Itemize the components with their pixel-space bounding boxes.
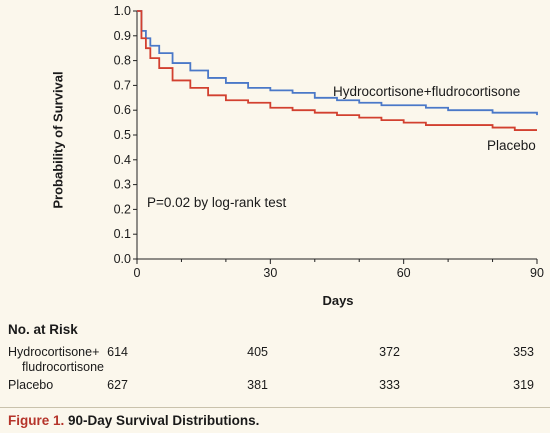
risk-value: 333 <box>379 378 400 392</box>
risk-value: 353 <box>513 345 534 359</box>
y-tick-label: 0.3 <box>114 178 131 192</box>
risk-value: 372 <box>379 345 400 359</box>
chart-axes: 0.0 0.1 0.2 0.3 0.4 0.5 0.6 0.7 0.8 0.9 1.0 0 30 60 90 <box>114 4 544 280</box>
risk-table-title: No. at Risk <box>8 322 78 337</box>
y-tick-label: 0.0 <box>114 252 131 266</box>
p-value-annotation: P=0.02 by log-rank test <box>147 195 287 210</box>
survival-chart: 0.0 0.1 0.2 0.3 0.4 0.5 0.6 0.7 0.8 0.9 1.0 0 30 60 90 <box>114 4 544 280</box>
x-tick-label: 90 <box>530 266 544 280</box>
y-tick-label: 0.8 <box>114 54 131 68</box>
y-axis-label: Probability of Survival <box>50 71 66 209</box>
y-tick-label: 0.5 <box>114 128 131 142</box>
risk-row-label: Placebo <box>8 378 54 392</box>
figure-caption: Figure 1. 90-Day Survival Distributions. <box>0 407 550 432</box>
risk-row-label: Hydrocortisone+ fludrocortisone <box>8 345 104 374</box>
x-tick-label: 60 <box>397 266 411 280</box>
survival-line-hydrocortisone <box>137 10 538 116</box>
risk-value: 319 <box>513 378 534 392</box>
y-tick-label: 1.0 <box>114 4 131 18</box>
risk-value: 381 <box>247 378 268 392</box>
series-label-placebo: Placebo <box>487 138 536 153</box>
series-label-hydrocortisone: Hydrocortisone+fludrocortisone <box>333 84 521 99</box>
y-tick-label: 0.6 <box>114 103 131 117</box>
survival-line-placebo <box>137 10 537 131</box>
x-axis-label: Days <box>322 293 354 308</box>
y-tick-label: 0.4 <box>114 153 131 167</box>
risk-value: 405 <box>247 345 268 359</box>
x-tick-label: 30 <box>263 266 277 280</box>
figure-number: Figure 1. <box>8 413 65 428</box>
chart-series <box>137 10 538 131</box>
y-tick-label: 0.9 <box>114 29 131 43</box>
y-tick-label: 0.7 <box>114 78 131 92</box>
y-tick-label: 0.1 <box>114 227 131 241</box>
y-tick-label: 0.2 <box>114 202 131 216</box>
figure-title: 90-Day Survival Distributions. <box>68 413 260 428</box>
x-tick-label: 0 <box>134 266 141 280</box>
risk-value: 614 <box>107 345 128 359</box>
risk-value: 627 <box>107 378 128 392</box>
